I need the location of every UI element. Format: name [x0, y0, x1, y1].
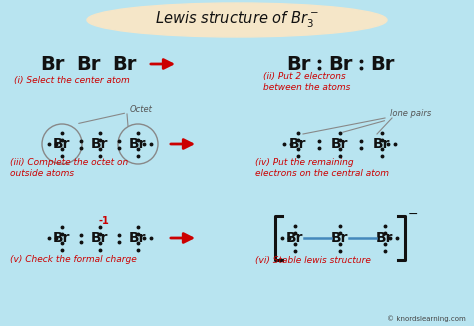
Text: −: −	[408, 208, 419, 220]
Text: (iv) Put the remaining
electrons on the central atom: (iv) Put the remaining electrons on the …	[255, 158, 389, 178]
Text: Br: Br	[91, 137, 109, 151]
Text: Br: Br	[328, 54, 352, 73]
Text: Br: Br	[286, 231, 304, 245]
Text: $\it{Lewis\ structure\ of\ Br_3^-}$: $\it{Lewis\ structure\ of\ Br_3^-}$	[155, 10, 319, 30]
Text: Br: Br	[40, 54, 64, 73]
Text: Br: Br	[53, 137, 71, 151]
Text: Br: Br	[112, 54, 136, 73]
Text: Br: Br	[129, 231, 147, 245]
Text: (v) Check the formal charge: (v) Check the formal charge	[10, 256, 137, 264]
Text: (vi) Stable lewis structure: (vi) Stable lewis structure	[255, 256, 371, 264]
Text: Br: Br	[370, 54, 394, 73]
Text: Br: Br	[286, 54, 310, 73]
Text: lone pairs: lone pairs	[343, 109, 431, 132]
Text: © knordslearning.com: © knordslearning.com	[387, 315, 466, 322]
Text: Br: Br	[76, 54, 100, 73]
Text: Br: Br	[129, 137, 147, 151]
Text: (i) Select the center atom: (i) Select the center atom	[14, 77, 130, 85]
Text: Br: Br	[376, 231, 394, 245]
Text: Br: Br	[53, 231, 71, 245]
Text: Br: Br	[331, 231, 349, 245]
Text: Br: Br	[331, 137, 349, 151]
Text: Br: Br	[91, 231, 109, 245]
Text: Br: Br	[289, 137, 307, 151]
Text: Br: Br	[373, 137, 391, 151]
Text: (iii) Complete the octet on
outside atoms: (iii) Complete the octet on outside atom…	[10, 158, 128, 178]
Ellipse shape	[87, 3, 387, 37]
Text: (ii) Put 2 electrons
between the atoms: (ii) Put 2 electrons between the atoms	[263, 72, 350, 92]
Text: -1: -1	[99, 216, 109, 226]
Text: Octet: Octet	[79, 105, 153, 124]
